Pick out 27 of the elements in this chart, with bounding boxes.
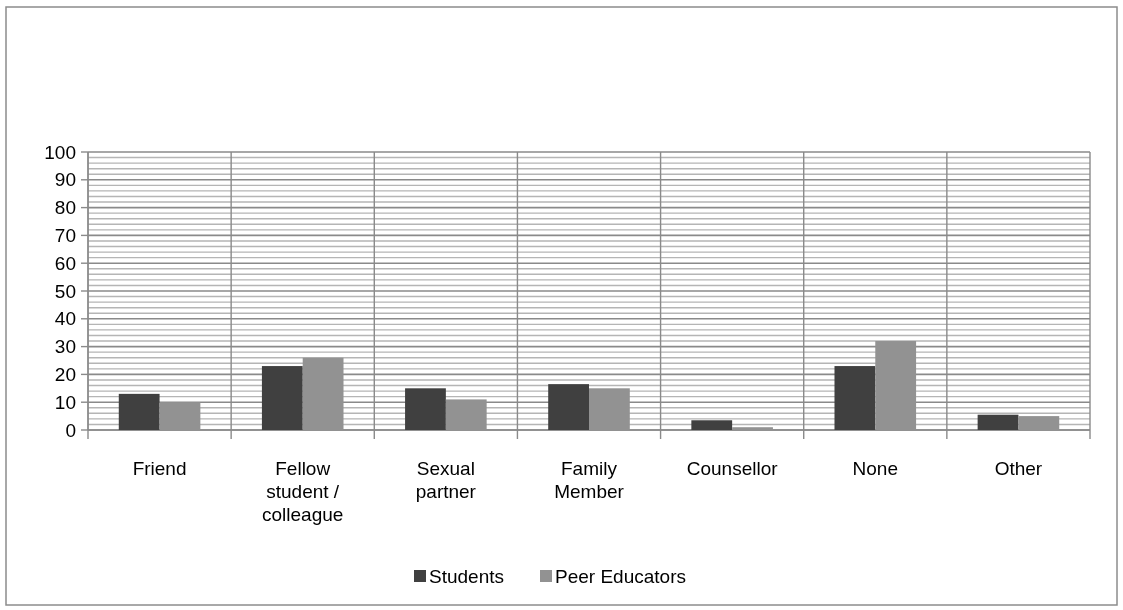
bar <box>118 393 160 430</box>
y-tick-label: 0 <box>65 419 76 441</box>
bar <box>261 366 303 430</box>
y-tick-label: 70 <box>54 225 76 247</box>
x-tick-label: Family Member <box>554 458 625 502</box>
x-tick-label: Friend <box>132 458 187 479</box>
x-tick-label: Fellow student / colleague <box>262 458 344 525</box>
legend-label: Students <box>429 565 504 587</box>
bar <box>405 388 446 430</box>
x-tick-label: None <box>852 458 898 479</box>
y-tick-label: 40 <box>54 308 76 330</box>
y-tick-label: 10 <box>54 391 76 413</box>
bar <box>691 420 733 430</box>
x-tick-label: Sexual partner <box>415 458 477 502</box>
y-tick-label: 80 <box>54 197 76 219</box>
bar <box>834 366 876 430</box>
legend-label: Peer Educators <box>555 565 686 587</box>
x-tick-label: Counsellor <box>686 458 779 479</box>
y-tick-label: 50 <box>54 280 76 302</box>
y-tick-label: 30 <box>54 336 76 358</box>
bar <box>977 414 1019 430</box>
y-tick-label: 60 <box>54 252 76 274</box>
bar <box>548 384 589 430</box>
y-tick-label: 100 <box>44 141 76 163</box>
y-tick-label: 20 <box>54 364 76 386</box>
y-tick-label: 90 <box>54 169 76 191</box>
x-tick-label: Other <box>994 458 1043 479</box>
